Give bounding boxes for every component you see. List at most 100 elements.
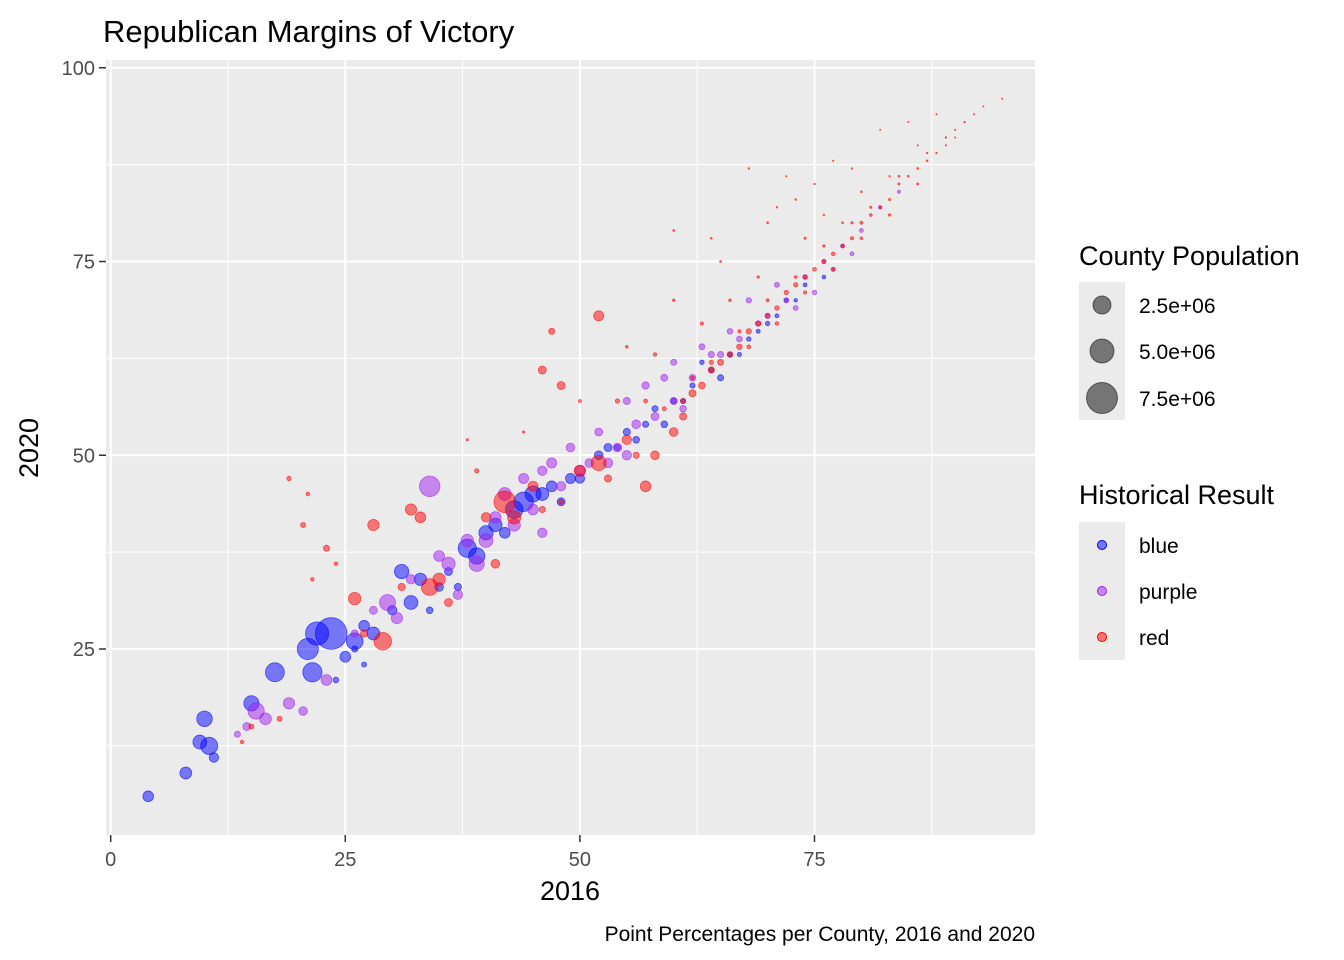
point-purple [745,297,752,304]
point-red [490,559,501,569]
point-purple [707,350,715,358]
color-legend-key-red [1097,632,1107,642]
point-red [590,455,607,471]
point-purple [679,404,687,413]
point-red [300,522,307,528]
point-red [558,498,565,505]
point-red [698,381,706,390]
point-red [747,167,751,170]
point-red [831,251,836,256]
point-red [548,327,556,335]
point-blue [142,790,154,803]
point-red [1001,97,1004,100]
point-purple [717,350,725,358]
point-red [507,510,522,525]
size-legend-key-3 [1086,382,1118,414]
point-red [710,237,713,240]
point-blue [717,374,725,382]
point-blue [208,752,220,763]
point-blue [565,473,576,484]
point-blue [394,563,410,580]
y-axis: 25 50 75 100 [62,58,106,661]
point-red [404,503,418,516]
point-red [632,451,640,459]
point-blue [765,320,771,327]
point-red [737,329,742,334]
point-purple [565,442,576,453]
point-red [650,450,660,461]
point-red [906,174,910,178]
point-red [593,310,605,322]
point-red [775,206,779,209]
point-red [765,298,770,303]
point-red [888,175,891,178]
chart-title: Republican Margins of Victory [103,14,515,49]
point-red [766,221,769,225]
point-red [527,480,539,492]
x-tick-label: 25 [334,849,356,871]
point-red [859,220,864,225]
point-red [963,120,966,124]
point-red [954,128,957,131]
point-red [793,275,798,279]
point-blue [403,595,419,610]
point-red [373,632,392,651]
point-red [935,151,938,155]
point-purple [405,574,417,585]
x-tick-label: 0 [105,849,116,871]
point-red [897,174,901,178]
point-purple [298,706,308,716]
point-red [850,167,854,170]
point-blue [793,298,798,303]
point-red [726,351,734,358]
size-legend-label-2: 5.0e+06 [1139,341,1216,364]
point-red [474,468,480,474]
point-red [690,375,695,380]
size-legend-label-3: 7.5e+06 [1139,388,1216,411]
point-purple [390,611,403,625]
point-purple [489,511,502,524]
point-blue [699,359,705,365]
point-red [916,144,919,147]
point-blue [332,676,340,684]
size-legend-label-1: 2.5e+06 [1139,295,1216,318]
point-blue [651,405,659,413]
point-red [493,490,517,514]
size-legend-key-2 [1089,338,1115,364]
x-axis-title: 2016 [540,876,600,906]
point-red [887,213,892,217]
point-blue [196,710,213,728]
point-red [688,389,697,398]
size-legend: County Population 2.5e+06 5.0e+06 7.5e+0… [1079,241,1300,420]
point-purple [650,412,660,421]
point-red [680,398,687,404]
point-purple [478,533,494,548]
point-blue [632,436,640,444]
point-red [360,629,369,638]
point-red [522,430,526,434]
point-red [840,243,845,249]
y-axis-title: 2020 [14,418,44,478]
point-red [774,305,780,311]
point-red [679,412,688,421]
point-red [286,475,292,482]
point-red [785,175,788,178]
point-red [465,438,469,442]
point-red [707,366,715,374]
point-red [746,344,752,350]
point-purple [631,419,641,430]
point-red [925,151,929,155]
point-red [832,159,835,162]
point-purple [783,297,790,304]
point-purple [594,427,604,437]
point-blue [265,662,285,683]
point-blue [453,583,462,591]
point-blue [499,527,511,539]
y-tick-label: 50 [73,445,95,467]
point-red [745,328,752,335]
point-red [783,289,789,296]
point-red [973,113,976,116]
point-red [897,182,901,186]
point-purple [660,373,669,382]
point-blue [736,351,742,358]
